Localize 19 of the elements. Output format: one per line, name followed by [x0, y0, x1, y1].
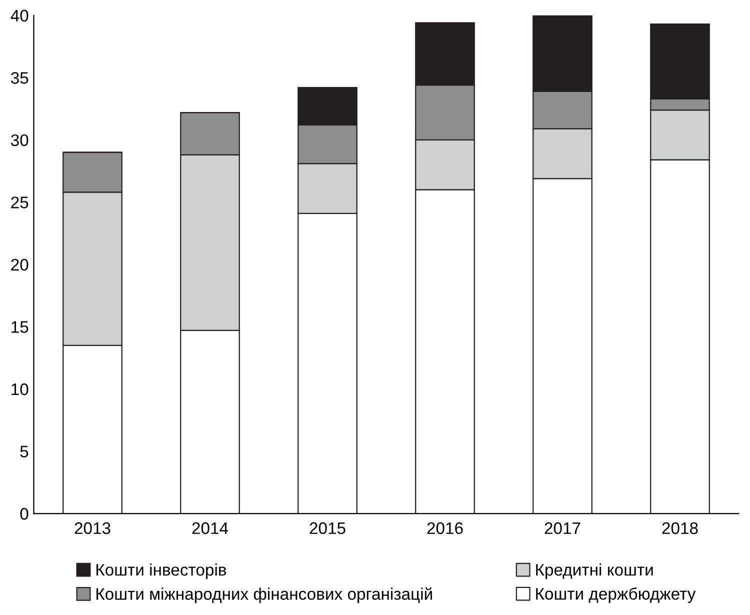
y-tick-label: 5: [20, 446, 28, 458]
y-tick-label: 25: [11, 196, 28, 208]
x-tick-label: 2014: [192, 522, 228, 534]
y-tick-label: 10: [12, 383, 28, 396]
y-tick-label: 20: [11, 258, 28, 271]
x-tick-label: 2016: [427, 522, 463, 534]
y-tick-label: 35: [10, 72, 28, 84]
y-tick-label: 15: [12, 321, 28, 333]
legend-label: Кошти міжнародних фінансових організацій: [96, 587, 432, 604]
x-tick-label: 2017: [544, 522, 580, 534]
legend-label: Кошти інвесторів: [96, 563, 226, 580]
legend-label: Кредитні кошти: [536, 563, 653, 580]
x-tick-label: 2015: [310, 522, 346, 534]
y-tick-label: 40: [10, 10, 28, 22]
x-tick-label: 2018: [662, 522, 698, 534]
legend-label: Кошти держбюджету: [536, 587, 696, 604]
y-tick-label: 30: [10, 134, 28, 146]
x-tick-label: 2013: [74, 522, 110, 534]
y-tick-label: 0: [20, 508, 28, 520]
